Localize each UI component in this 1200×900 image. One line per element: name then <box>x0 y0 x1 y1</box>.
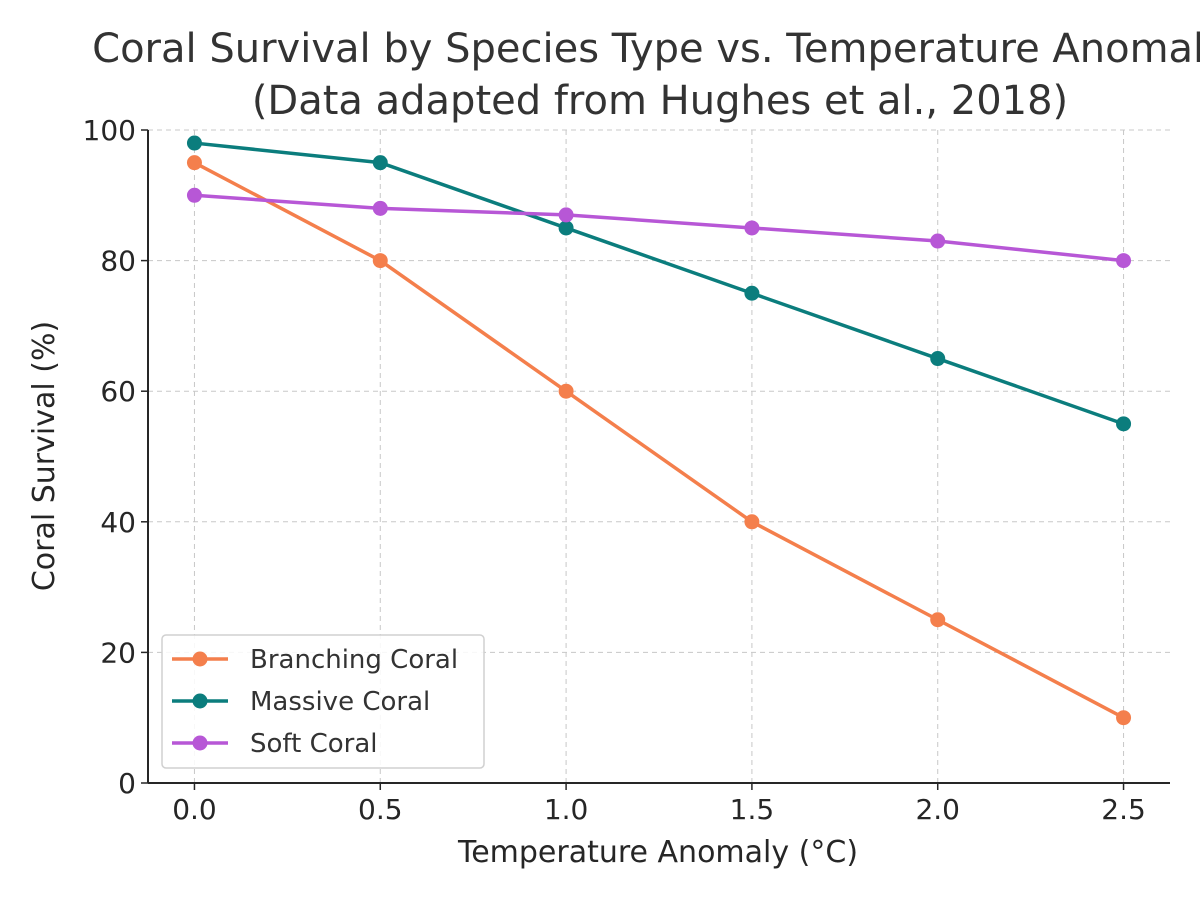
series-massive-coral <box>186 135 1132 432</box>
tick-labels: 0.0 0.5 1.0 1.5 2.0 2.5 0 20 40 60 80 100 <box>83 114 1146 826</box>
x-tick-label: 0.0 <box>172 793 217 826</box>
legend-marker <box>192 651 208 667</box>
data-point <box>744 285 760 301</box>
legend: Branching Coral Massive Coral Soft Coral <box>161 634 485 769</box>
legend-item: Soft Coral <box>172 729 377 759</box>
data-point <box>558 220 574 236</box>
x-tick-label: 2.0 <box>915 793 960 826</box>
chart-title: Coral Survival by Species Type vs. Tempe… <box>92 26 1200 72</box>
series-line <box>194 141 1125 426</box>
x-tick-label: 0.5 <box>358 793 403 826</box>
data-point <box>558 383 574 399</box>
y-tick-label: 100 <box>83 114 136 147</box>
legend-label: Branching Coral <box>250 645 458 675</box>
y-axis-label: Coral Survival (%) <box>27 321 62 591</box>
data-point <box>186 155 202 171</box>
series <box>186 135 1132 726</box>
x-axis-label: Temperature Anomaly (°C) <box>457 835 858 870</box>
legend-item: Branching Coral <box>172 645 458 675</box>
data-point <box>744 220 760 236</box>
axes <box>141 129 1170 790</box>
data-point <box>1116 416 1132 432</box>
data-point <box>372 155 388 171</box>
legend-label: Soft Coral <box>250 729 377 759</box>
chart-subtitle: (Data adapted from Hughes et al., 2018) <box>252 78 1068 124</box>
y-tick-label: 40 <box>100 506 136 539</box>
legend-frame <box>161 634 485 769</box>
data-point <box>186 187 202 203</box>
x-tick-label: 1.5 <box>730 793 775 826</box>
x-tick-label: 1.0 <box>544 793 589 826</box>
legend-marker <box>192 735 208 751</box>
y-tick-label: 80 <box>100 245 136 278</box>
data-point <box>558 207 574 223</box>
y-tick-label: 20 <box>100 636 136 669</box>
legend-marker <box>192 693 208 709</box>
data-point <box>1116 710 1132 726</box>
data-point <box>930 612 946 628</box>
y-tick-label: 0 <box>118 767 136 800</box>
legend-item: Massive Coral <box>172 687 430 717</box>
data-point <box>372 200 388 216</box>
data-point <box>1116 253 1132 269</box>
data-point <box>186 135 202 151</box>
data-point <box>744 514 760 530</box>
series-soft-coral <box>186 187 1132 269</box>
data-point <box>930 233 946 249</box>
legend-label: Massive Coral <box>250 687 430 717</box>
series-line <box>194 193 1124 263</box>
x-tick-label: 2.5 <box>1101 793 1146 826</box>
data-point <box>372 253 388 269</box>
data-point <box>930 351 946 367</box>
series-line <box>193 161 1125 720</box>
series-branching-coral <box>186 155 1132 726</box>
y-tick-label: 60 <box>100 375 136 408</box>
